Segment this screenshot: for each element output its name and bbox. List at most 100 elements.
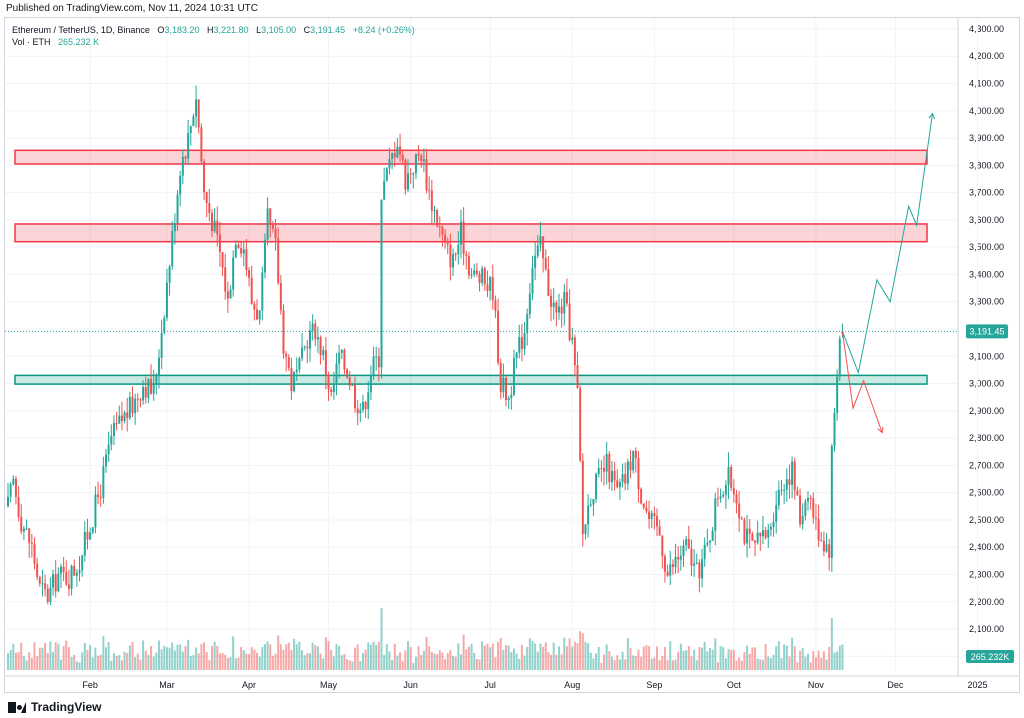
candle-body bbox=[629, 461, 632, 471]
candle-body bbox=[399, 146, 402, 155]
candle-body bbox=[274, 228, 277, 239]
candle-body bbox=[242, 249, 245, 254]
volume-bar bbox=[165, 647, 168, 670]
candle-body bbox=[107, 444, 110, 455]
candle-body bbox=[131, 396, 134, 414]
candle-body bbox=[369, 374, 372, 393]
volume-bar bbox=[107, 642, 110, 670]
volume-bar bbox=[12, 643, 15, 670]
volume-bar bbox=[605, 644, 608, 670]
candle-body bbox=[240, 247, 243, 254]
volume-bar bbox=[168, 647, 171, 670]
candle-body bbox=[269, 208, 272, 224]
candle-body bbox=[118, 415, 121, 424]
candle-body bbox=[157, 357, 160, 376]
volume-bar bbox=[817, 650, 820, 670]
volume-bar bbox=[470, 643, 473, 670]
candle-body bbox=[245, 249, 248, 271]
y-tick-label: 2,800.00 bbox=[969, 433, 1004, 443]
candle-body bbox=[367, 392, 370, 410]
candle-body bbox=[732, 488, 735, 495]
volume-bar bbox=[20, 642, 23, 670]
candle-body bbox=[661, 535, 664, 557]
candle-body bbox=[165, 282, 168, 318]
volume-bar bbox=[743, 652, 746, 670]
candle-body bbox=[740, 518, 743, 520]
volume-bar bbox=[732, 649, 735, 670]
volume-bar bbox=[658, 660, 661, 670]
candle-body bbox=[150, 379, 153, 394]
volume-bar bbox=[75, 661, 78, 670]
volume-bar bbox=[195, 647, 198, 670]
volume-bar bbox=[277, 635, 280, 670]
candle-body bbox=[120, 415, 123, 422]
volume-bar bbox=[364, 649, 367, 670]
candle-body bbox=[62, 566, 65, 573]
candle-body bbox=[385, 168, 388, 181]
volume-bar bbox=[550, 654, 553, 670]
volume-bar bbox=[603, 654, 606, 670]
candle-body bbox=[812, 498, 815, 518]
candle-body bbox=[738, 503, 741, 519]
volume-tag-label: 265.232K bbox=[971, 652, 1010, 662]
candle-body bbox=[290, 368, 293, 392]
candle-body bbox=[205, 192, 208, 204]
candle-body bbox=[452, 254, 455, 268]
volume-bar bbox=[695, 660, 698, 670]
legend-vol-label: Vol · ETH bbox=[12, 37, 51, 47]
candle-body bbox=[645, 507, 648, 512]
volume-bar bbox=[830, 617, 833, 670]
volume-bar bbox=[645, 645, 648, 670]
volume-bar bbox=[105, 647, 108, 670]
candle-body bbox=[232, 257, 235, 290]
volume-bar bbox=[576, 643, 579, 670]
y-tick-label: 2,200.00 bbox=[969, 597, 1004, 607]
candle-body bbox=[693, 563, 696, 566]
volume-bar bbox=[359, 661, 362, 670]
candle-body bbox=[520, 337, 523, 350]
candle-body bbox=[160, 333, 163, 358]
candle-body bbox=[179, 175, 182, 195]
candle-body bbox=[653, 513, 656, 517]
candle-body bbox=[216, 220, 219, 235]
volume-bar bbox=[324, 637, 327, 670]
volume-bar bbox=[25, 660, 28, 670]
bearish-projection bbox=[841, 331, 883, 433]
candle-body bbox=[791, 461, 794, 485]
candle-body bbox=[197, 99, 200, 128]
volume-bar bbox=[626, 638, 629, 670]
candle-body bbox=[806, 497, 809, 502]
candle-body bbox=[271, 223, 274, 229]
candle-body bbox=[613, 470, 616, 481]
x-tick-label: Aug bbox=[564, 680, 580, 690]
candle-body bbox=[637, 458, 640, 489]
volume-bar bbox=[70, 656, 73, 670]
volume-bar bbox=[701, 647, 704, 670]
candle-body bbox=[308, 330, 311, 349]
candle-body bbox=[528, 293, 531, 315]
volume-bar bbox=[595, 653, 598, 670]
candle-body bbox=[59, 566, 62, 574]
volume-bar bbox=[520, 644, 523, 670]
volume-bar bbox=[608, 651, 611, 670]
candle-body bbox=[41, 583, 44, 585]
volume-bar bbox=[126, 653, 129, 670]
volume-bar bbox=[769, 658, 772, 670]
x-tick-label: Dec bbox=[887, 680, 904, 690]
volume-bar bbox=[515, 653, 518, 670]
candle-body bbox=[518, 337, 521, 353]
legend-high-label: H bbox=[207, 25, 214, 35]
tradingview-footer[interactable]: TradingView bbox=[8, 700, 101, 714]
candle-body bbox=[626, 461, 629, 484]
volume-bar bbox=[123, 651, 126, 670]
volume-bar bbox=[502, 649, 505, 670]
volume-bar bbox=[332, 656, 335, 670]
volume-bar bbox=[663, 647, 666, 670]
candle-body bbox=[777, 489, 780, 506]
candle-body bbox=[248, 270, 251, 278]
volume-bar bbox=[693, 649, 696, 670]
candle-body bbox=[422, 159, 425, 162]
candle-body bbox=[560, 306, 563, 314]
candle-body bbox=[99, 497, 102, 499]
